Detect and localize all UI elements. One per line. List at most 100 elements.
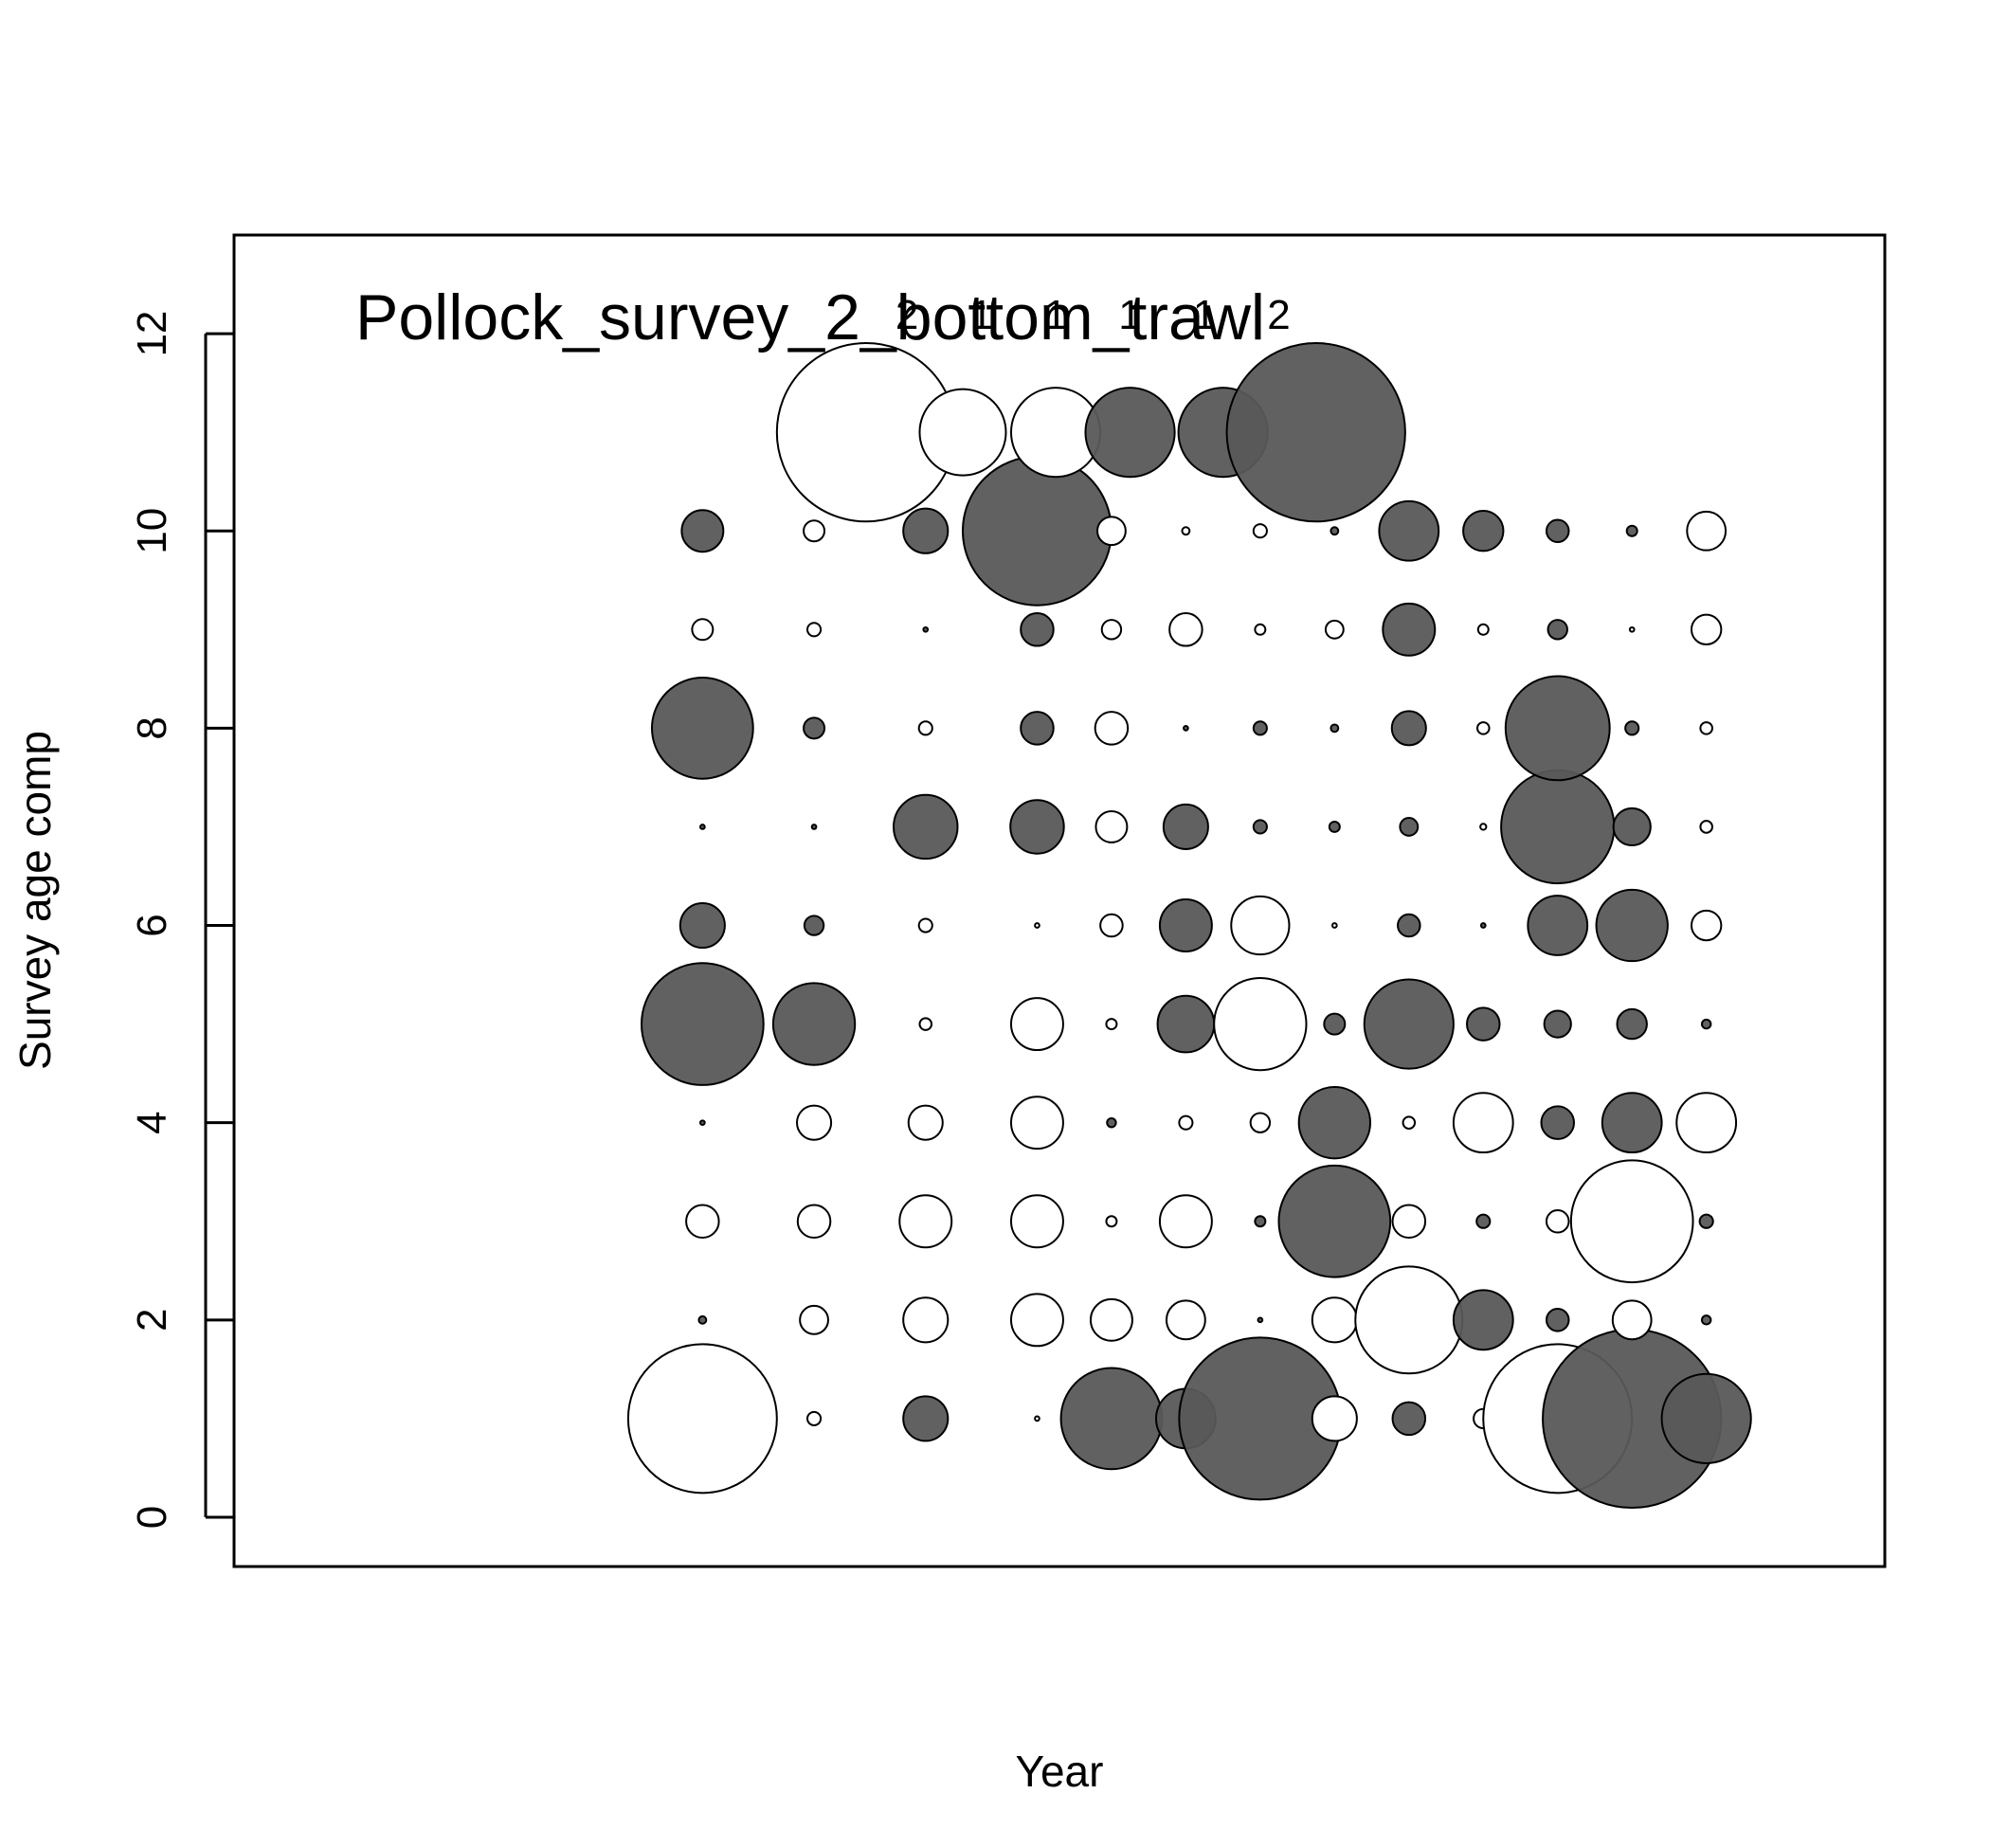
plot-frame	[232, 233, 1887, 1568]
bubble-negative	[1178, 1114, 1194, 1131]
bubble-negative	[691, 618, 715, 642]
bubble-positive	[1277, 1164, 1392, 1278]
bubble-negative	[1181, 526, 1191, 536]
y-axis: 0 2 4 6 8 10 12	[129, 311, 234, 1529]
bubble-negative	[1100, 619, 1123, 641]
bubble-positive	[1700, 1018, 1712, 1030]
bubble-positive	[1252, 819, 1268, 835]
plot-title: Pollock_survey_2_bottom_trawl	[355, 281, 1265, 353]
bubble-positive	[1595, 888, 1669, 963]
bubble-negative	[1158, 1194, 1213, 1249]
bubble-negative	[685, 1204, 720, 1240]
bubble-positive	[1183, 725, 1189, 732]
bubble-negative	[1096, 516, 1127, 547]
bubble-negative	[1230, 895, 1291, 956]
bubble-negative	[1009, 1194, 1064, 1249]
y-tick-label: 2	[129, 1309, 175, 1332]
y-tick-label: 4	[129, 1111, 175, 1133]
bubble-positive	[1225, 341, 1406, 523]
bubble-negative	[917, 720, 933, 736]
top-count-label: 1	[1044, 292, 1067, 338]
bubble-positive	[803, 915, 825, 936]
y-tick-label: 12	[129, 311, 175, 357]
bubble-positive	[810, 824, 818, 830]
bubble-negative	[1391, 1204, 1427, 1240]
bubble-positive	[1378, 499, 1440, 562]
bubble-positive	[1328, 820, 1341, 833]
bubble-positive	[1330, 723, 1340, 734]
bubble-negative	[1699, 820, 1713, 834]
bubble-negative	[918, 1017, 933, 1031]
bubble-negative	[1252, 523, 1268, 539]
bubble-negative	[1611, 1299, 1653, 1341]
bubble-positive	[1475, 1213, 1492, 1229]
bubble-negative	[626, 1343, 778, 1495]
bubble-negative	[907, 1104, 944, 1141]
bubble-negative	[1105, 1018, 1118, 1031]
bubble-positive	[902, 507, 950, 554]
y-axis-label: Survey age comp	[10, 731, 60, 1070]
bubble-negative	[1628, 625, 1636, 633]
bubble-positive	[641, 962, 765, 1086]
top-count-label: 2	[1267, 292, 1290, 338]
bubble-negative	[1686, 510, 1728, 552]
bubble-positive	[1009, 799, 1065, 855]
bubble-positive	[1624, 720, 1640, 736]
bubble-negative	[1105, 1215, 1118, 1228]
x-axis-label: Year	[1016, 1747, 1104, 1796]
y-tick-label: 0	[129, 1506, 175, 1529]
bubble-negative	[1034, 922, 1040, 929]
bubble-positive	[1500, 769, 1616, 885]
bubble-negative	[1009, 1293, 1064, 1348]
bubble-negative	[1330, 922, 1338, 929]
bubble-positive	[1545, 1308, 1570, 1332]
bubble-negative	[1476, 623, 1490, 636]
bubble-positive	[902, 1395, 950, 1442]
bubble-negative	[917, 917, 933, 933]
bubble-positive	[893, 793, 959, 861]
bubble-positive	[1323, 1012, 1347, 1036]
bubble-positive	[1156, 994, 1216, 1054]
bubble-positive	[922, 625, 930, 633]
bubble-positive	[1391, 1401, 1427, 1437]
bubble-positive	[1700, 1314, 1712, 1326]
bubble-positive	[1698, 1213, 1714, 1229]
bubble-positive	[771, 982, 857, 1066]
bubble-positive	[1162, 803, 1209, 850]
bubble-positive	[698, 824, 706, 830]
bubble-positive	[1020, 711, 1055, 746]
bubble-negative	[1311, 1296, 1358, 1344]
bubble-positive	[1297, 1086, 1371, 1160]
top-count-label: 1	[1193, 292, 1216, 338]
bubble-negative	[1690, 613, 1723, 645]
bubble-positive	[1466, 1006, 1501, 1042]
bubble-negative	[1165, 1299, 1206, 1341]
bubble-negative	[1009, 1096, 1064, 1150]
bubble-positive	[961, 455, 1113, 607]
top-count-label: 1	[969, 292, 992, 338]
y-tick-label: 8	[129, 716, 175, 739]
bubble-positive	[1462, 510, 1505, 553]
bubble-negative	[898, 1194, 953, 1249]
bubble-positive	[1543, 1009, 1572, 1039]
bubble-negative	[1099, 913, 1124, 938]
bubble-positive	[680, 509, 725, 553]
bubble-negative	[1569, 1159, 1694, 1284]
bubble-positive	[1084, 387, 1176, 479]
bubble-positive	[1625, 524, 1638, 537]
bubble-negative	[1690, 909, 1723, 942]
bubble-positive	[1020, 612, 1055, 647]
bubble-positive	[1452, 1289, 1514, 1351]
bubble-negative	[1009, 997, 1064, 1052]
bubble-positive	[1540, 1105, 1576, 1140]
bubble-negative	[1213, 976, 1308, 1072]
bubble-negative	[1452, 1092, 1514, 1154]
bubble-positive	[1252, 720, 1268, 736]
bubble-negative	[799, 1304, 829, 1335]
bubble-positive	[1397, 913, 1421, 938]
bubble-negative	[1249, 1112, 1272, 1133]
bubble-positive	[1158, 898, 1213, 952]
y-tick-label: 10	[129, 508, 175, 554]
bubble-positive	[1059, 1367, 1164, 1471]
